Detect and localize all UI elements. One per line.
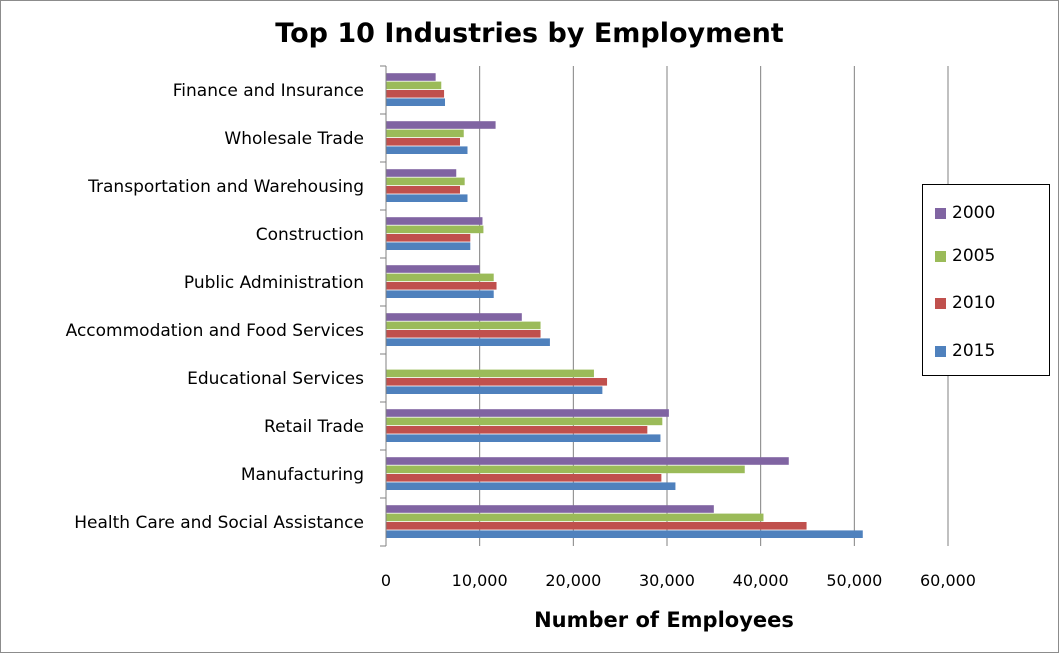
- category-label: Health Care and Social Assistance: [74, 513, 364, 533]
- bar-2010-construction: [386, 234, 471, 242]
- bar-2010-manufacturing: [386, 474, 662, 482]
- bar-2010-accommodation-and-food-services: [386, 330, 541, 338]
- bar-2005-construction: [386, 225, 484, 234]
- bar-2000-accommodation-and-food-services: [386, 313, 522, 321]
- legend-label-2000: 2000: [952, 203, 996, 223]
- legend-label-2010: 2010: [952, 293, 996, 313]
- bar-2005-finance-and-insurance: [386, 81, 442, 90]
- legend-item-2010: 2010: [935, 293, 995, 313]
- legend-item-2015: 2015: [935, 341, 995, 361]
- legend-swatch-2015: [935, 345, 946, 357]
- x-tick-label: 40,000: [733, 571, 789, 590]
- legend: 2000 2005 2010 2015: [922, 184, 1050, 376]
- legend-swatch-2010: [935, 297, 946, 309]
- legend-item-2005: 2005: [935, 246, 995, 266]
- x-tick-label: 60,000: [920, 571, 976, 590]
- bar-2015-manufacturing: [386, 482, 676, 490]
- legend-swatch-2000: [935, 207, 946, 219]
- bar-2005-transportation-and-warehousing: [386, 177, 465, 186]
- category-label: Educational Services: [187, 369, 364, 389]
- bar-2000-construction: [386, 217, 483, 225]
- bar-2015-retail-trade: [386, 434, 661, 442]
- legend-swatch-2005: [935, 250, 946, 262]
- category-label: Public Administration: [184, 273, 364, 293]
- bar-2000-wholesale-trade: [386, 121, 496, 129]
- bar-2005-wholesale-trade: [386, 129, 464, 138]
- category-label: Construction: [256, 225, 364, 245]
- legend-label-2005: 2005: [952, 246, 996, 266]
- x-tick-label: 50,000: [826, 571, 882, 590]
- legend-label-2015: 2015: [952, 341, 996, 361]
- category-label: Finance and Insurance: [173, 81, 364, 101]
- bar-2005-manufacturing: [386, 465, 745, 474]
- bar-2010-educational-services: [386, 378, 608, 386]
- bar-2015-public-administration: [386, 290, 494, 298]
- x-tick-label: 30,000: [639, 571, 695, 590]
- bar-2010-transportation-and-warehousing: [386, 186, 460, 194]
- bar-2015-health-care-and-social-assistance: [386, 530, 863, 538]
- bar-2005-retail-trade: [386, 417, 663, 426]
- bar-2015-accommodation-and-food-services: [386, 338, 550, 346]
- x-tick-label: 10,000: [452, 571, 508, 590]
- bar-2005-accommodation-and-food-services: [386, 321, 541, 330]
- category-label: Wholesale Trade: [224, 129, 364, 149]
- bar-2010-health-care-and-social-assistance: [386, 522, 807, 530]
- legend-item-2000: 2000: [935, 203, 995, 223]
- bar-2010-retail-trade: [386, 426, 648, 434]
- x-axis-title: Number of Employees: [534, 608, 794, 632]
- bar-2000-transportation-and-warehousing: [386, 169, 457, 177]
- bar-2000-retail-trade: [386, 409, 669, 417]
- category-label: Retail Trade: [264, 417, 364, 437]
- x-tick-label: 0: [381, 571, 391, 590]
- bar-2000-public-administration: [386, 265, 480, 273]
- bar-2000-health-care-and-social-assistance: [386, 505, 714, 513]
- bar-2000-finance-and-insurance: [386, 73, 436, 81]
- bar-2015-construction: [386, 242, 471, 250]
- bar-2015-educational-services: [386, 386, 603, 394]
- bar-2005-educational-services: [386, 369, 594, 378]
- category-label: Manufacturing: [241, 465, 364, 485]
- bar-2005-public-administration: [386, 273, 494, 282]
- chart-title: Top 10 Industries by Employment: [275, 18, 784, 49]
- bar-2010-public-administration: [386, 282, 497, 290]
- bar-2010-wholesale-trade: [386, 138, 460, 146]
- x-tick-label: 20,000: [545, 571, 601, 590]
- category-label: Accommodation and Food Services: [66, 321, 365, 341]
- bar-2000-manufacturing: [386, 457, 789, 465]
- category-label: Transportation and Warehousing: [87, 177, 364, 197]
- bar-2005-health-care-and-social-assistance: [386, 513, 764, 522]
- bar-2015-wholesale-trade: [386, 146, 468, 154]
- bar-2015-transportation-and-warehousing: [386, 194, 468, 202]
- bar-2010-finance-and-insurance: [386, 90, 445, 98]
- bar-2015-finance-and-insurance: [386, 98, 446, 106]
